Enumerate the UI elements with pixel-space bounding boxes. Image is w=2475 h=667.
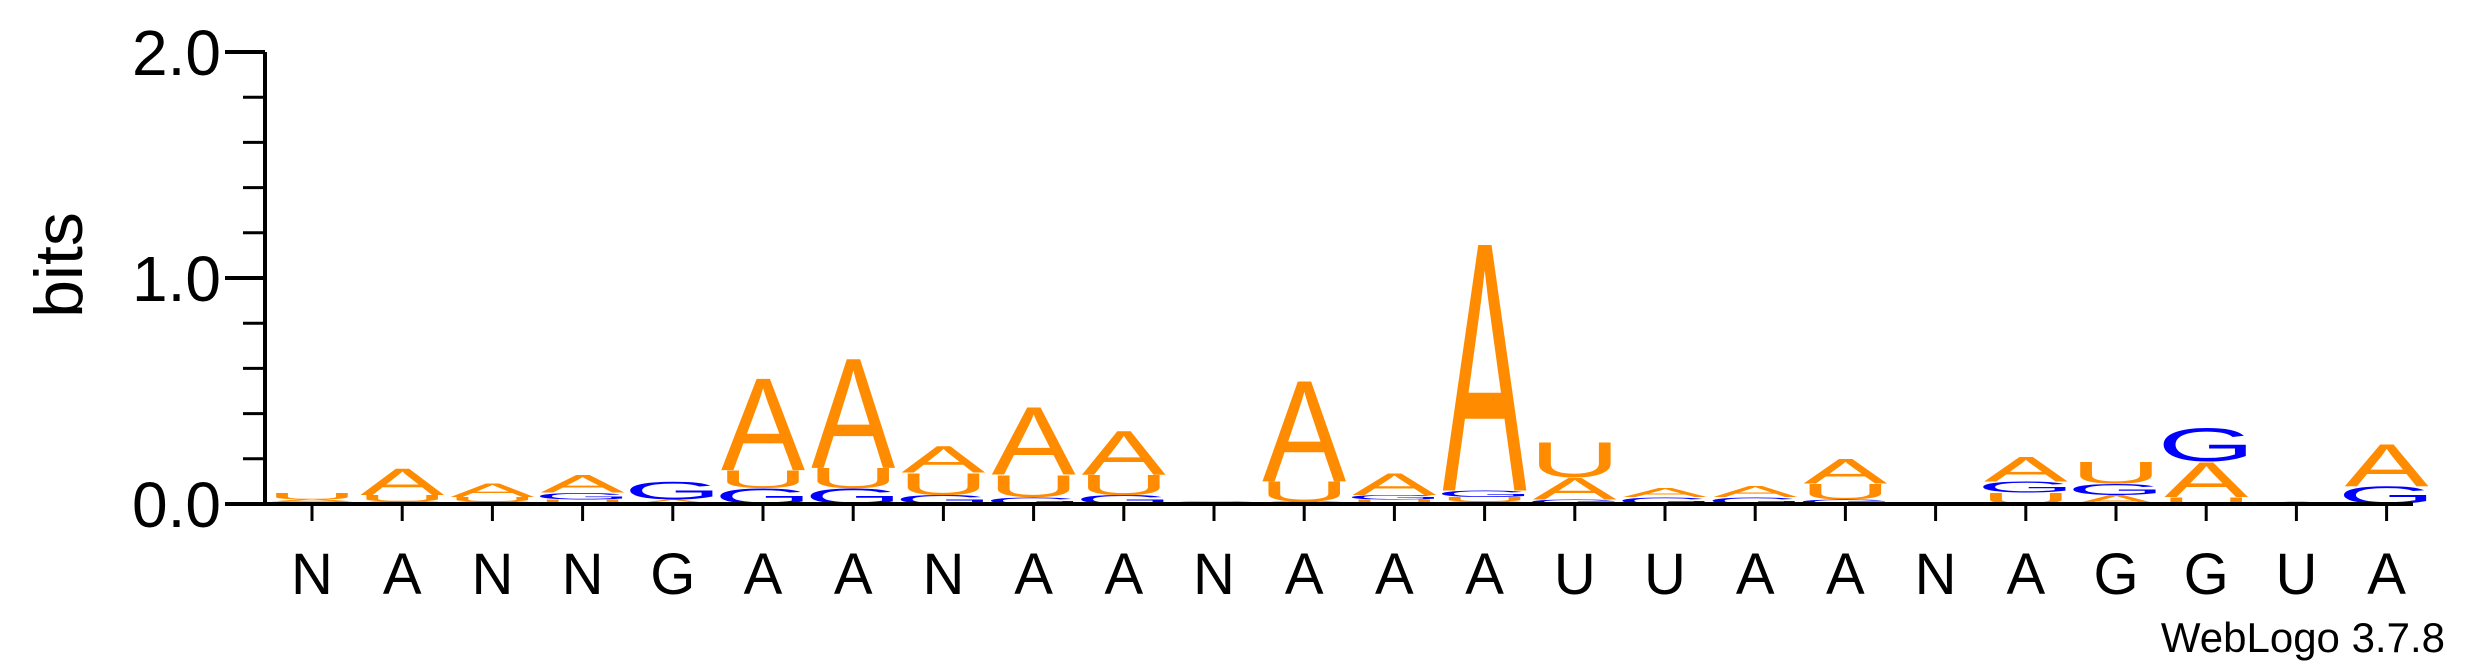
- x-tick-label: U: [1554, 542, 1596, 607]
- logo-letter-a: A: [1262, 350, 1346, 512]
- logo-letter-u: U: [1529, 432, 1620, 488]
- logo-letter-g: G: [2067, 481, 2165, 499]
- logo-letter-u: U: [808, 463, 899, 495]
- logo-letter-a: A: [360, 461, 444, 503]
- logo-letter-g: G: [1796, 498, 1894, 505]
- x-tick-label: N: [1915, 542, 1957, 607]
- x-tick-label: N: [1193, 542, 1235, 607]
- logo-letter-u: U: [2161, 495, 2252, 506]
- logo-letter-a: A: [1623, 486, 1707, 500]
- logo-letter-u: U: [1078, 469, 1169, 501]
- logo-letter-a: A: [1352, 467, 1437, 502]
- logo-letter-a: A: [2345, 432, 2429, 499]
- logo-letter-u: U: [1439, 496, 1530, 503]
- x-tick-label: G: [2093, 542, 2138, 607]
- logo-letter-a: A: [811, 326, 895, 502]
- x-tick-label: U: [2275, 542, 2317, 607]
- logo-letter-a: A: [2164, 452, 2248, 508]
- logo-letter-a: A: [1984, 450, 2069, 489]
- logo-letter-g: G: [2157, 419, 2255, 472]
- x-tick-label: A: [1465, 542, 1504, 607]
- y-ticks: 0.0 1.0 2.0: [132, 17, 265, 541]
- logo-letter-u: U: [267, 491, 358, 502]
- x-tick-label: N: [922, 542, 964, 607]
- logo-letter-g: G: [624, 477, 722, 505]
- logo-letter-u: U: [537, 498, 628, 505]
- x-tick-label: A: [383, 542, 422, 607]
- logo-letter-g: G: [1345, 494, 1443, 501]
- x-tick-label: A: [2006, 542, 2045, 607]
- logo-letter-a: A: [1713, 483, 1797, 501]
- x-tick-label: N: [291, 542, 333, 607]
- x-tick-label: N: [562, 542, 604, 607]
- logo-letter-u: U: [1349, 498, 1440, 505]
- logo-letter-g: G: [1977, 479, 2075, 497]
- logo-letter-u: U: [1800, 480, 1891, 505]
- x-tick-label: N: [471, 542, 513, 607]
- logo-letter-u: U: [988, 469, 1079, 504]
- x-tick-label: G: [2184, 542, 2229, 607]
- x-tick-label: A: [1104, 542, 1143, 607]
- y-tick-label: 0.0: [132, 469, 221, 541]
- logo-letter-a: A: [1443, 168, 1528, 567]
- logo-letter-a: A: [1803, 452, 1888, 491]
- logo-letter-g: G: [1706, 495, 1804, 506]
- y-axis-label: bits: [21, 212, 97, 318]
- logo-letter-g: G: [1616, 495, 1714, 506]
- weblogo-credit: WebLogo 3.7.8: [2161, 614, 2445, 661]
- x-tick-label: G: [650, 542, 695, 607]
- logo-stacks: GAUGUAGUAUGAAGGUAGUAGUAGUAGUAGGUAUGAGUGA…: [263, 168, 2436, 567]
- logo-letter-a: A: [270, 499, 355, 503]
- x-tick-label: A: [744, 542, 783, 607]
- x-tick-label: A: [834, 542, 873, 607]
- y-tick-label: 1.0: [132, 243, 221, 315]
- x-tick-label: A: [1285, 542, 1324, 607]
- x-tick-label: A: [2367, 542, 2406, 607]
- x-tick-label: A: [1014, 542, 1053, 607]
- x-tick-label: A: [1736, 542, 1775, 607]
- logo-letter-g: G: [1526, 498, 1624, 505]
- y-tick-label: 2.0: [132, 17, 221, 89]
- x-tick-label: U: [1644, 542, 1686, 607]
- logo-letter-a: A: [1533, 471, 1618, 506]
- logo-letter-a: A: [721, 351, 805, 499]
- logo-letter-u: U: [357, 493, 448, 504]
- logo-letter-a: A: [1082, 418, 1167, 488]
- x-tick-label: A: [1826, 542, 1865, 607]
- logo-letter-a: A: [541, 470, 626, 498]
- logo-letter-g: G: [534, 491, 632, 502]
- logo-letter-u: U: [447, 496, 538, 503]
- logo-letter-a: A: [631, 498, 716, 505]
- logo-letter-a: A: [992, 386, 1076, 495]
- x-tick-label: A: [1375, 542, 1414, 607]
- logo-letter-a: A: [901, 438, 985, 480]
- logo-letter-u: U: [898, 467, 989, 502]
- logo-letter-u: U: [718, 466, 809, 494]
- logo-letter-u: U: [2071, 455, 2162, 490]
- logo-letter-g: G: [1436, 489, 1534, 500]
- logo-letter-g: G: [985, 495, 1083, 506]
- logo-letter-a: A: [450, 480, 534, 501]
